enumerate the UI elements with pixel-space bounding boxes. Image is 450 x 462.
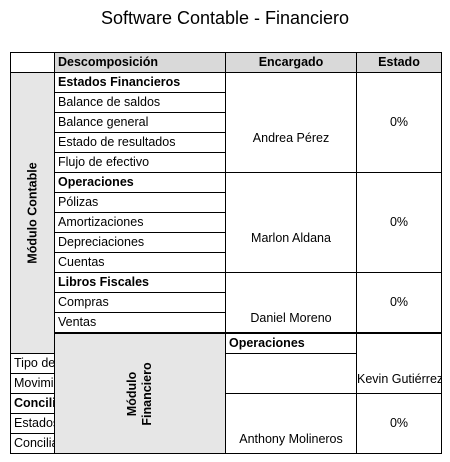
header-descomposicion: Descomposición <box>54 52 226 73</box>
group-heading: Operaciones <box>225 332 357 354</box>
owner-name: Kevin Gutiérrez <box>357 371 442 386</box>
module-label-cell: Módulo Contable <box>10 72 55 354</box>
table-row: Estados de cuenta <box>10 413 442 434</box>
group-heading: Libros Fiscales <box>54 272 226 293</box>
owner-cell: Kevin Gutiérrez <box>356 332 442 394</box>
list-item: Balance de saldos <box>54 92 226 113</box>
status-cell: 0% <box>356 172 442 273</box>
owner-name: Marlon Aldana <box>251 230 331 245</box>
list-item: Pólizas <box>54 192 226 213</box>
owner-name: Daniel Moreno <box>250 310 332 325</box>
table-row: Compras <box>11 292 442 313</box>
list-item: Amortizaciones <box>54 212 226 233</box>
status-cell: 0% <box>356 272 442 334</box>
table-row: Pólizas <box>11 192 442 213</box>
owner-name: Anthony Molineros <box>239 431 343 446</box>
list-item: Flujo de efectivo <box>54 152 226 173</box>
header-blank-cell <box>10 52 55 73</box>
wbs-table: Descomposición Encargado Estado Módulo C… <box>10 52 442 454</box>
table-row: Operaciones Marlon Aldana 0% <box>11 172 442 273</box>
page-title: Software Contable - Financiero <box>100 8 350 28</box>
module-label: Módulo Contable <box>25 162 39 264</box>
owner-cell: Marlon Aldana <box>225 172 357 273</box>
table-row: Conciliación Bancaria Anthony Molineros … <box>10 393 442 454</box>
group-heading: Operaciones <box>54 172 226 193</box>
list-item: Conciliación Bancaria <box>10 433 55 454</box>
table-row: Libros Fiscales Daniel Moreno 0% <box>11 272 442 334</box>
group-heading: Conciliación Bancaria <box>10 393 55 414</box>
status-cell: 0% <box>356 72 442 173</box>
module-label-line1: Módulo <box>125 371 139 416</box>
table-row: Módulo Financiero Operaciones Kevin Guti… <box>11 332 442 454</box>
table-row: Conciliación Bancaria <box>10 433 442 454</box>
list-item: Balance general <box>54 112 226 133</box>
list-item: Movimientos <box>10 373 55 394</box>
owner-cell: Daniel Moreno <box>225 272 357 334</box>
owner-cell: Anthony Molineros <box>225 393 357 454</box>
list-item: Compras <box>54 292 226 313</box>
status-cell: 0% <box>356 393 442 454</box>
list-item: Estado de resultados <box>54 132 226 153</box>
table-row: Módulo Contable Estados Financieros Andr… <box>10 72 442 354</box>
header-row: Descomposición Encargado Estado <box>10 52 442 73</box>
list-item: Ventas <box>54 312 226 334</box>
module-label-line2: Financiero <box>140 361 154 426</box>
list-item: Cuentas <box>54 252 226 273</box>
list-item: Estados de cuenta <box>10 413 55 434</box>
module-label: Módulo Financiero <box>125 362 155 425</box>
list-item: Depreciaciones <box>54 232 226 253</box>
group-heading: Estados Financieros <box>54 72 226 93</box>
list-item: Tipo de movimientos <box>10 353 55 374</box>
header-estado: Estado <box>356 52 442 73</box>
owner-cell: Andrea Pérez <box>225 72 357 173</box>
owner-name: Andrea Pérez <box>252 130 330 145</box>
module-label-cell: Módulo Financiero <box>54 332 226 454</box>
header-encargado: Encargado <box>225 52 357 73</box>
